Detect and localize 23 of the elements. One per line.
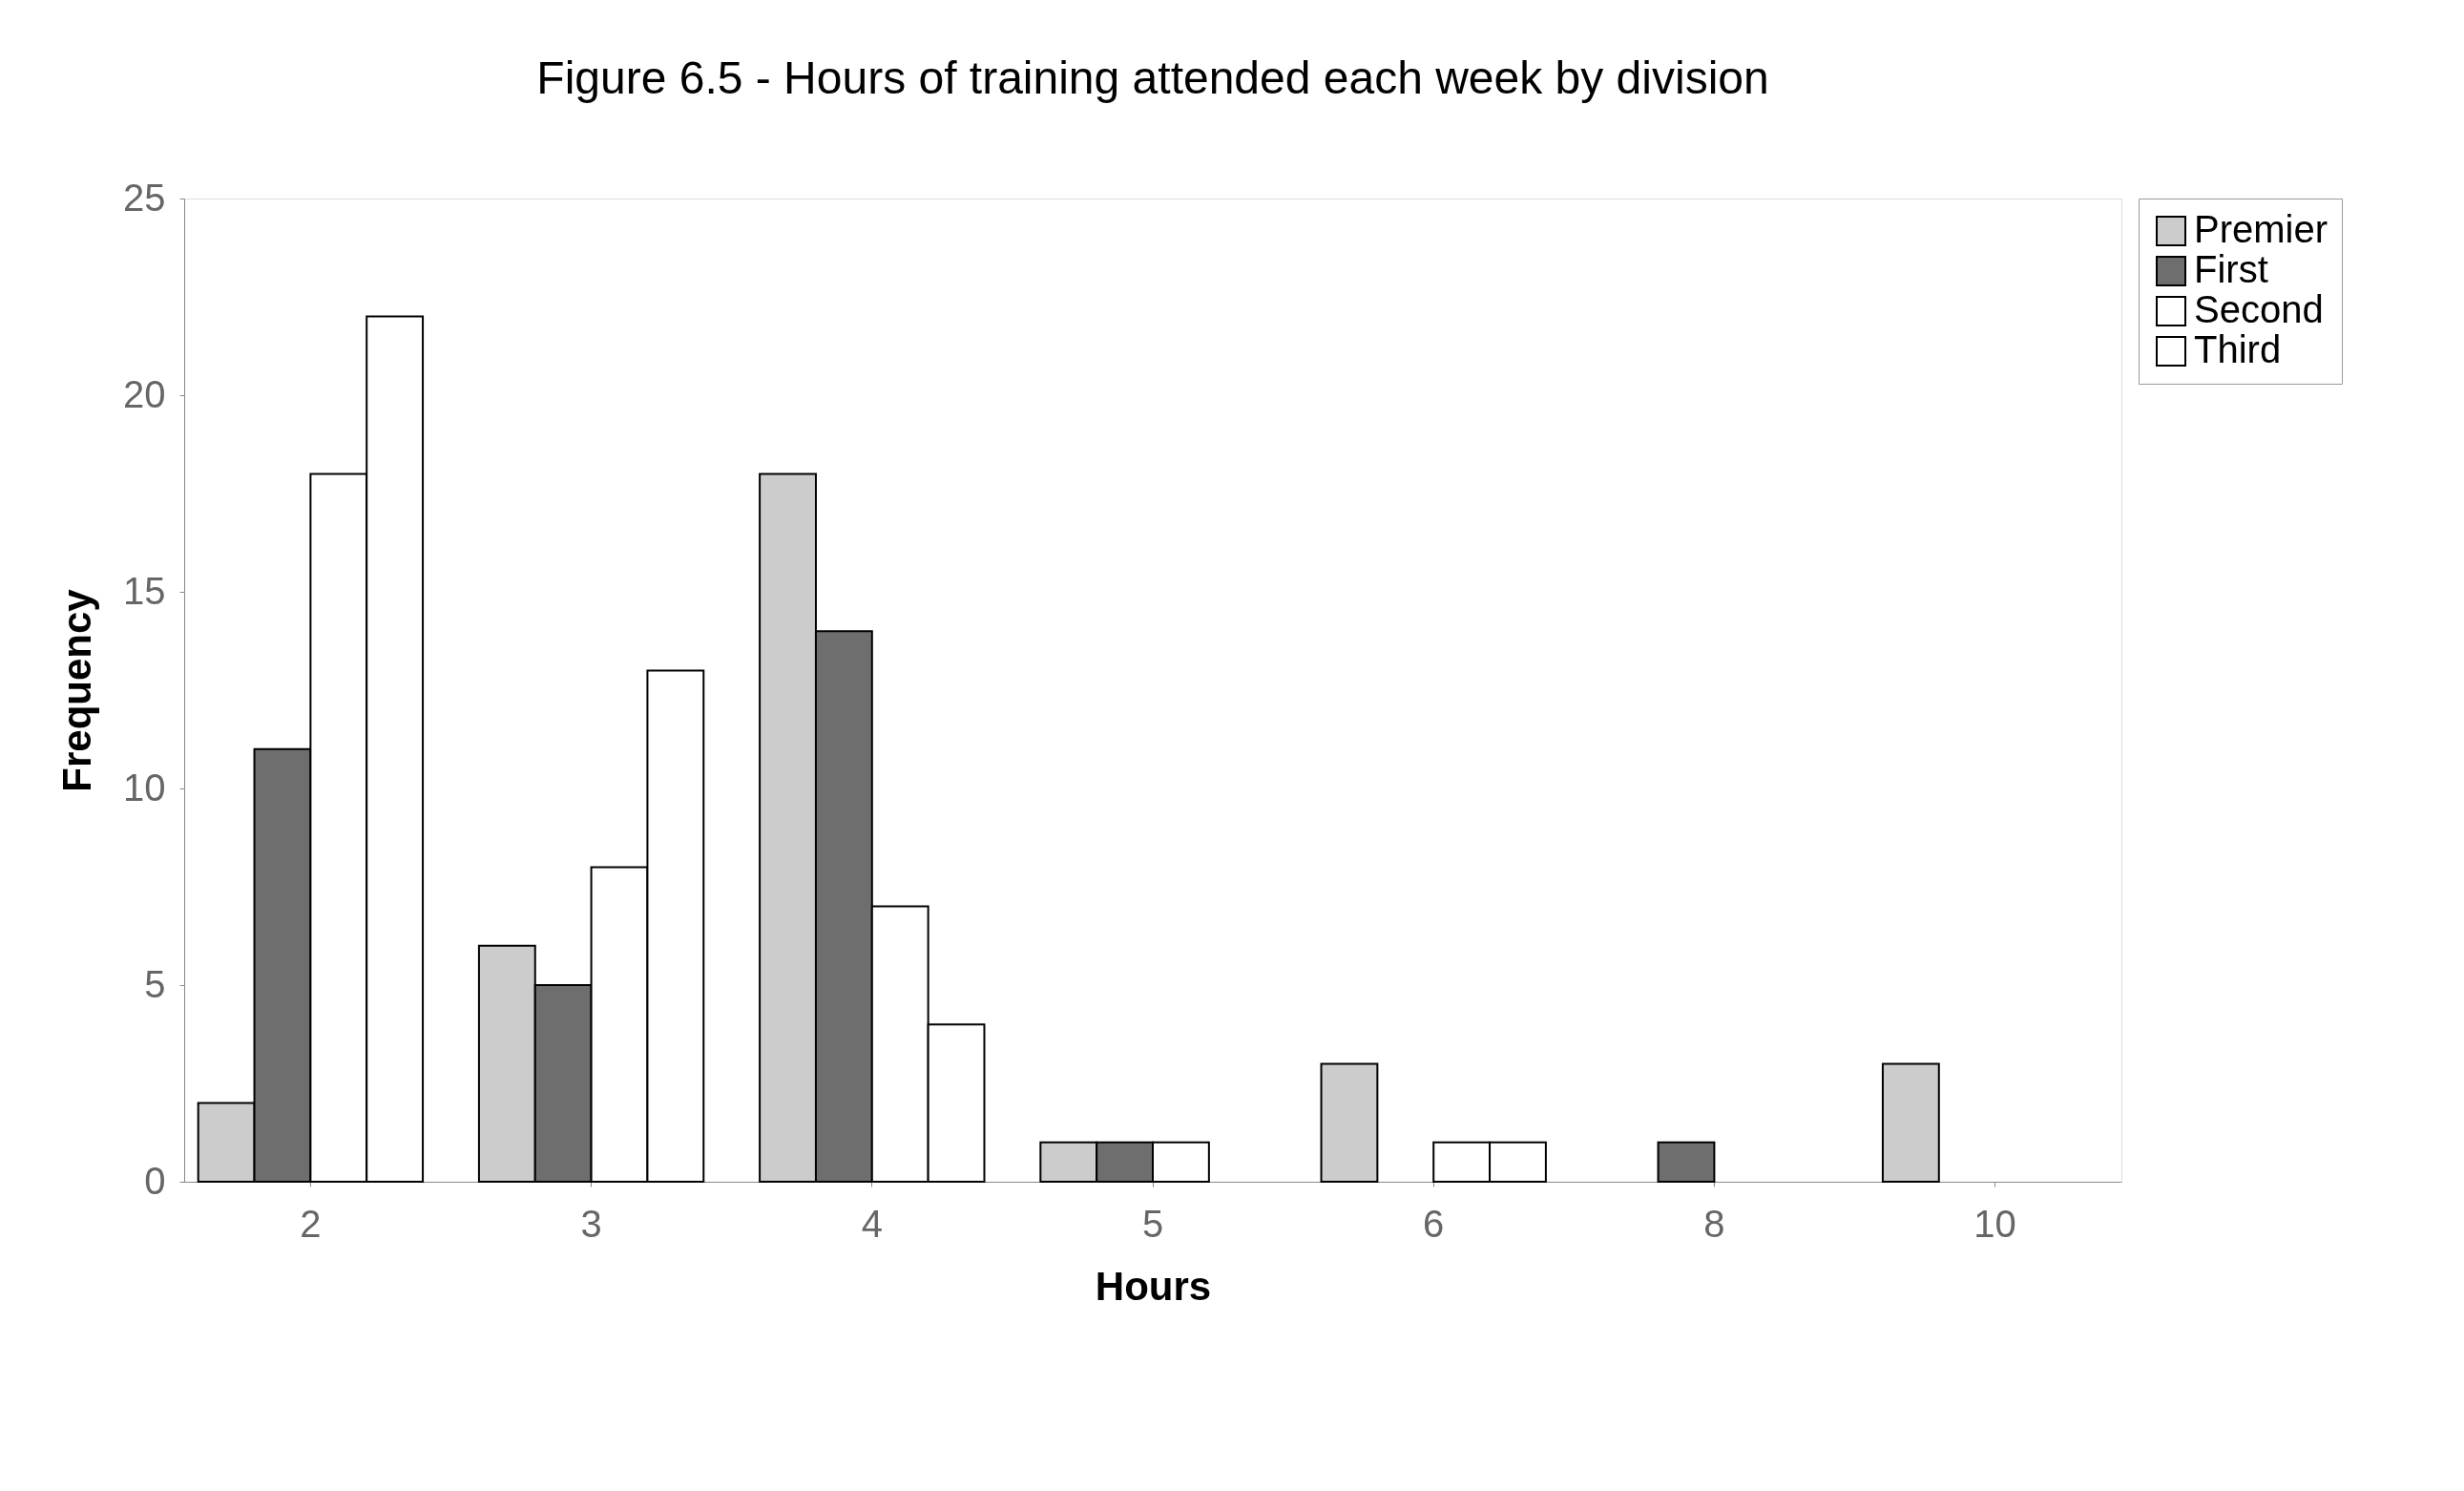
x-tick-label: 4 [861,1202,883,1245]
y-tick-label: 10 [123,766,166,808]
x-tick-label: 6 [1423,1202,1445,1245]
x-axis-title: Hours [1095,1263,1212,1309]
y-tick-label: 15 [123,569,166,612]
bar [1320,1062,1379,1183]
y-tick-label: 5 [144,962,166,1005]
bar [1657,1141,1716,1183]
legend-label: Premier [2194,208,2328,250]
legend-label: Third [2194,328,2282,370]
y-tick-label: 0 [144,1159,166,1202]
bar [1881,1062,1940,1183]
legend-label: First [2194,248,2268,290]
y-axis-title: Frequency [54,588,100,792]
x-tick-label: 2 [300,1202,322,1245]
y-tick-label: 20 [123,372,166,415]
legend-label: Second [2194,288,2324,330]
chart-title: Figure 6.5 - Hours of training attended each week by division [536,52,1769,103]
x-tick-label: 3 [580,1202,602,1245]
y-tick-label: 25 [123,176,166,219]
x-tick-label: 5 [1141,1202,1164,1245]
x-tick-label: 10 [1973,1202,2016,1245]
x-tick-label: 8 [1703,1202,1725,1245]
